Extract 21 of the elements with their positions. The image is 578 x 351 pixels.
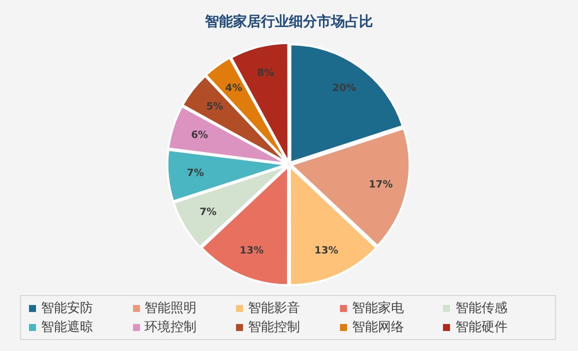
legend-label: 智能控制 [248, 319, 300, 336]
legend-label: 智能家电 [352, 300, 404, 317]
legend-label: 智能遮晾 [41, 319, 93, 336]
data-label: 6% [191, 130, 208, 141]
legend-label: 智能照明 [144, 300, 197, 317]
data-label: 17% [368, 180, 393, 191]
legend-label: 智能安防 [41, 300, 93, 317]
data-label: 5% [206, 101, 224, 112]
data-label: 4% [225, 82, 242, 94]
legend-label: 智能硬件 [455, 319, 508, 336]
legend-label: 智能网络 [352, 319, 404, 336]
chart-title: 智能家居行业细分市场占比 [204, 13, 373, 30]
data-label: 7% [200, 206, 217, 218]
legend-label: 智能传感 [455, 300, 508, 317]
data-label: 7% [186, 168, 204, 179]
data-label: 20% [332, 82, 356, 94]
data-label: 8% [257, 68, 274, 79]
data-label: 13% [314, 245, 338, 256]
legend-label: 智能影音 [248, 300, 300, 317]
legend-label: 环境控制 [144, 319, 197, 336]
data-label: 13% [240, 245, 264, 256]
